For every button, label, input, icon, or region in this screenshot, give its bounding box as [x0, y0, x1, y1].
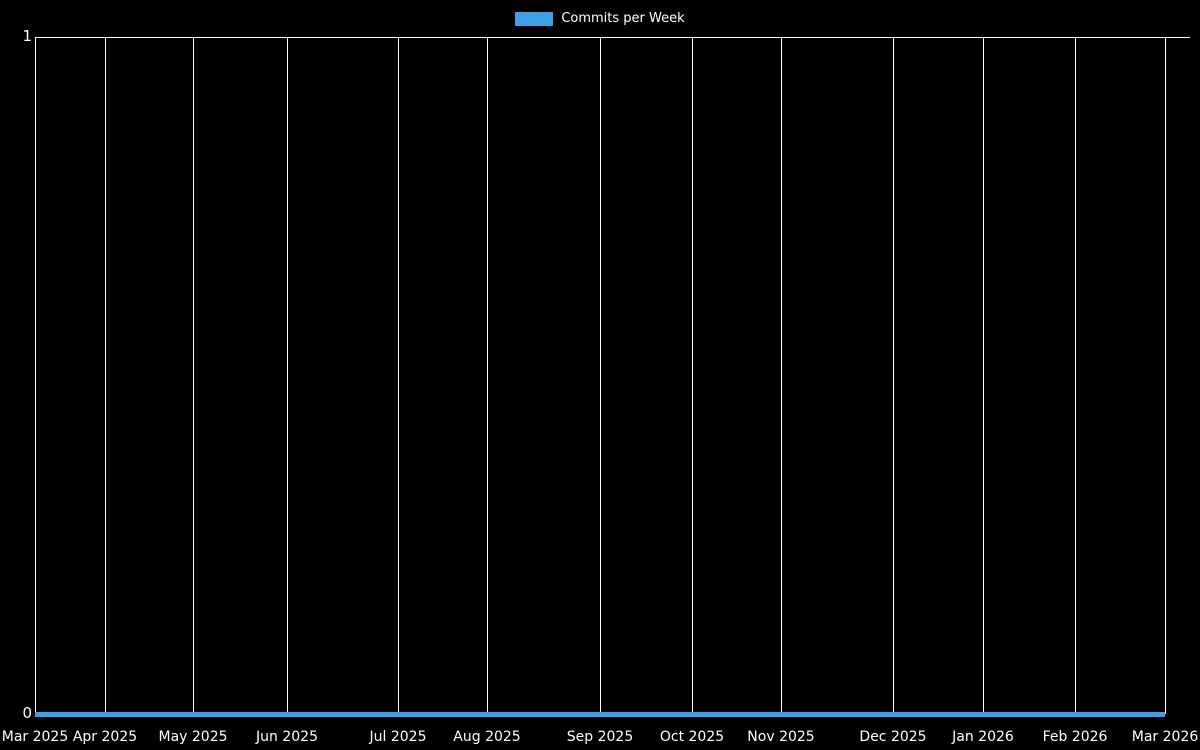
x-axis-tick-label-dec-2025: Dec 2025 — [859, 729, 927, 745]
y-axis-tick-label-1: 1 — [22, 27, 32, 45]
gridline-x-oct-2025 — [692, 37, 693, 714]
y-axis-tick-label-0: 0 — [22, 704, 32, 722]
gridline-x-jul-2025 — [398, 37, 399, 714]
x-axis-tick-label-apr-2025: Apr 2025 — [72, 729, 138, 745]
series-line-commits-per-week — [35, 712, 1165, 717]
x-axis-tick-label-aug-2025: Aug 2025 — [453, 729, 521, 745]
gridline-y-1 — [35, 37, 1190, 38]
x-axis-tick-label-jul-2025: Jul 2025 — [369, 729, 427, 745]
chart-legend: Commits per Week — [0, 8, 1200, 30]
x-axis-tick-label-may-2025: May 2025 — [158, 729, 228, 745]
x-axis-tick-label-jan-2026: Jan 2026 — [952, 729, 1014, 745]
gridline-x-mar-2026 — [1165, 37, 1166, 714]
x-axis-tick-label-sep-2025: Sep 2025 — [566, 729, 634, 745]
gridline-x-may-2025 — [193, 37, 194, 714]
legend-color-swatch — [515, 12, 554, 26]
gridline-x-apr-2025 — [105, 37, 106, 714]
gridline-x-sep-2025 — [600, 37, 601, 714]
gridline-x-dec-2025 — [893, 37, 894, 714]
x-axis-tick-label-feb-2026: Feb 2026 — [1042, 729, 1108, 745]
x-axis-tick-label-mar-2025: Mar 2025 — [1, 729, 69, 745]
x-axis-tick-label-nov-2025: Nov 2025 — [747, 729, 815, 745]
gridline-x-jan-2026 — [983, 37, 984, 714]
gridline-x-nov-2025 — [781, 37, 782, 714]
gridline-x-feb-2026 — [1075, 37, 1076, 714]
x-axis-tick-label-jun-2025: Jun 2025 — [256, 729, 318, 745]
gridline-x-mar-2025 — [35, 37, 36, 714]
gridline-x-aug-2025 — [487, 37, 488, 714]
gridline-x-jun-2025 — [287, 37, 288, 714]
legend-item-label: Commits per Week — [561, 11, 685, 26]
x-axis-tick-label-mar-2026: Mar 2026 — [1131, 729, 1199, 745]
x-axis-tick-label-oct-2025: Oct 2025 — [659, 729, 725, 745]
